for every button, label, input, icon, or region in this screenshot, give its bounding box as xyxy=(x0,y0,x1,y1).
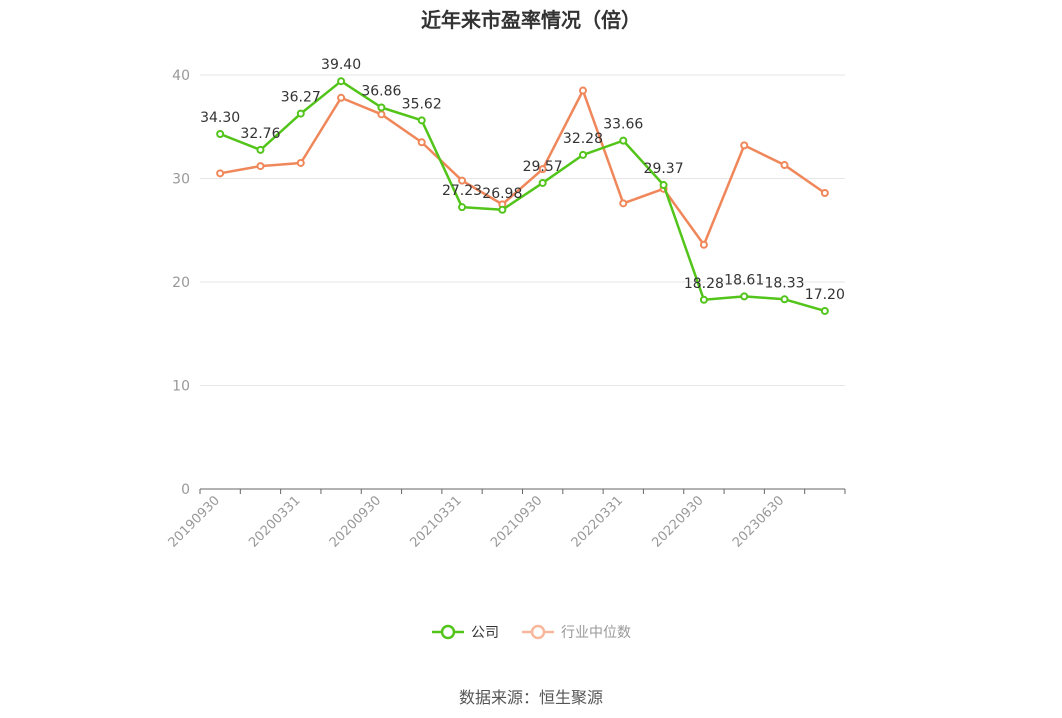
data-point xyxy=(417,138,426,147)
data-point xyxy=(740,292,749,301)
legend-item-company[interactable]: 公司 xyxy=(431,622,499,642)
x-tick-label: 20210930 xyxy=(488,493,545,550)
line-chart: 0 10 20 30 40 20190930 20200331 20200930 2021033… xyxy=(166,57,846,551)
data-label: 32.76 xyxy=(240,126,280,142)
x-tick-label: 20230630 xyxy=(730,493,787,550)
x-tick-label: 20210331 xyxy=(407,493,464,550)
data-point xyxy=(256,162,265,171)
data-point xyxy=(538,165,547,174)
data-label: 18.61 xyxy=(724,272,764,288)
data-label: 26.98 xyxy=(482,186,522,202)
legend: 公司 行业中位数 xyxy=(0,622,1062,642)
data-point xyxy=(578,150,587,159)
series-line xyxy=(219,89,826,246)
data-point xyxy=(296,109,305,118)
x-tick-label: 20220930 xyxy=(649,493,706,550)
data-label: 32.28 xyxy=(563,131,603,147)
data-point xyxy=(820,306,829,315)
data-label: 36.86 xyxy=(361,83,401,99)
data-point xyxy=(780,161,789,170)
y-tick-label: 20 xyxy=(172,275,190,291)
data-label: 29.37 xyxy=(644,161,684,177)
data-label: 27.23 xyxy=(442,183,482,199)
x-tick-label: 20220331 xyxy=(569,493,626,550)
y-tick-label: 10 xyxy=(172,379,190,395)
data-point xyxy=(659,181,668,190)
data-point xyxy=(699,295,708,304)
data-label: 33.66 xyxy=(603,117,643,133)
data-point xyxy=(216,169,225,178)
data-source: 数据来源：恒生聚源 xyxy=(458,688,603,707)
x-tick-label: 20190930 xyxy=(166,493,223,550)
x-tick-label: 20200930 xyxy=(327,493,384,550)
data-point xyxy=(780,295,789,304)
data-point xyxy=(820,188,829,197)
legend-line-icon xyxy=(522,624,554,640)
y-tick-label: 30 xyxy=(172,172,190,188)
data-label: 34.30 xyxy=(200,110,240,126)
data-label: 18.28 xyxy=(684,276,724,292)
chart-title: 近年来市盈率情况（倍） xyxy=(421,8,641,32)
data-label: 39.40 xyxy=(321,57,361,73)
data-point xyxy=(337,77,346,86)
data-point xyxy=(458,176,467,185)
data-point xyxy=(498,205,507,214)
data-point xyxy=(699,240,708,249)
data-label: 18.33 xyxy=(764,275,804,291)
data-point xyxy=(740,141,749,150)
data-point xyxy=(256,145,265,154)
legend-label-company: 公司 xyxy=(471,625,499,641)
legend-item-industry-median[interactable]: 行业中位数 xyxy=(521,622,631,642)
series-line xyxy=(219,79,826,313)
data-label: 29.57 xyxy=(523,159,563,175)
legend-line-icon xyxy=(432,624,464,640)
data-label: 17.20 xyxy=(805,287,845,303)
data-point xyxy=(538,178,547,187)
y-tick-label: 40 xyxy=(172,68,190,84)
data-point xyxy=(458,203,467,212)
data-label: 36.27 xyxy=(281,90,321,106)
data-point xyxy=(619,136,628,145)
y-tick-label: 0 xyxy=(181,482,190,498)
x-tick-label: 20200331 xyxy=(246,493,303,550)
data-label: 35.62 xyxy=(402,96,442,112)
legend-label-industry-median: 行业中位数 xyxy=(561,625,631,641)
data-point xyxy=(578,86,587,95)
data-point xyxy=(377,103,386,112)
data-point xyxy=(216,129,225,138)
data-point xyxy=(417,116,426,125)
data-point xyxy=(337,93,346,102)
data-point xyxy=(377,110,386,119)
data-point xyxy=(296,158,305,167)
data-point xyxy=(619,199,628,208)
